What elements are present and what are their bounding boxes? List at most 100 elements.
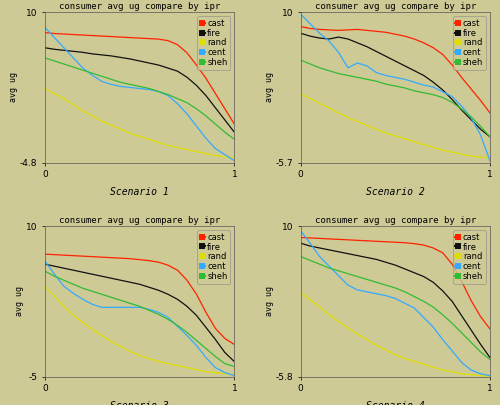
cent	[420, 315, 426, 320]
sheh	[136, 84, 142, 89]
sheh	[174, 323, 180, 328]
rand	[99, 333, 105, 338]
rand	[449, 369, 455, 374]
rand	[402, 136, 408, 141]
cast	[468, 298, 474, 303]
rand	[458, 371, 464, 376]
sheh	[212, 354, 218, 359]
fire	[194, 313, 200, 318]
sheh	[222, 130, 228, 135]
rand	[402, 356, 408, 361]
Title: consumer avg ug compare by ipr: consumer avg ug compare by ipr	[59, 216, 220, 225]
cent	[383, 293, 389, 298]
rand	[156, 140, 162, 145]
cent	[146, 307, 152, 312]
rand	[90, 113, 96, 118]
cast	[108, 34, 114, 39]
cent	[184, 333, 190, 338]
rand	[136, 134, 142, 139]
sheh	[345, 73, 351, 78]
fire	[136, 282, 142, 287]
rand	[52, 294, 58, 299]
cent	[99, 305, 105, 310]
cast	[412, 241, 418, 246]
cent	[203, 355, 209, 360]
Y-axis label: avg ug: avg ug	[10, 72, 18, 102]
fire	[478, 342, 484, 347]
cast	[194, 292, 200, 297]
rand	[440, 368, 446, 373]
sheh	[440, 95, 446, 100]
fire	[440, 87, 446, 92]
sheh	[392, 286, 398, 290]
Line: cent: cent	[300, 231, 490, 376]
fire	[156, 63, 162, 68]
fire	[449, 97, 455, 102]
rand	[449, 150, 455, 155]
Line: cast: cast	[45, 254, 234, 345]
rand	[392, 352, 398, 357]
cent	[136, 86, 142, 91]
fire	[412, 270, 418, 275]
cast	[478, 314, 484, 319]
fire	[42, 262, 48, 266]
sheh	[487, 357, 493, 362]
cent	[108, 82, 114, 87]
fire	[458, 108, 464, 113]
rand	[194, 367, 200, 372]
cent	[156, 89, 162, 94]
cast	[383, 239, 389, 244]
cent	[430, 85, 436, 90]
sheh	[326, 68, 332, 73]
Text: Scenario 3: Scenario 3	[110, 401, 169, 405]
cast	[307, 26, 313, 31]
fire	[184, 75, 190, 80]
sheh	[70, 282, 76, 287]
cast	[146, 258, 152, 263]
fire	[118, 55, 124, 60]
cast	[364, 239, 370, 243]
cent	[61, 45, 67, 50]
fire	[52, 47, 58, 52]
cent	[52, 272, 58, 277]
sheh	[449, 100, 455, 105]
sheh	[420, 90, 426, 95]
cent	[336, 50, 342, 55]
Legend: cast, fire, rand, cent, sheh: cast, fire, rand, cent, sheh	[453, 230, 486, 284]
Line: cast: cast	[300, 27, 490, 113]
cast	[184, 51, 190, 55]
fire	[203, 93, 209, 98]
cast	[165, 38, 171, 43]
cent	[402, 301, 408, 306]
cent	[478, 371, 484, 376]
cent	[487, 158, 493, 163]
rand	[212, 370, 218, 375]
sheh	[194, 107, 200, 111]
fire	[336, 249, 342, 254]
sheh	[374, 79, 380, 84]
sheh	[458, 330, 464, 335]
cent	[326, 264, 332, 269]
cast	[478, 98, 484, 103]
rand	[307, 96, 313, 101]
sheh	[478, 350, 484, 354]
sheh	[316, 262, 322, 266]
cast	[402, 240, 408, 245]
cast	[90, 33, 96, 38]
fire	[354, 253, 360, 258]
fire	[184, 304, 190, 309]
fire	[430, 280, 436, 285]
fire	[307, 244, 313, 249]
cast	[136, 36, 142, 41]
Y-axis label: avg ug: avg ug	[265, 286, 274, 316]
sheh	[146, 86, 152, 91]
fire	[118, 278, 124, 283]
Text: Scenario 2: Scenario 2	[366, 187, 424, 197]
rand	[61, 96, 67, 101]
rand	[468, 372, 474, 377]
rand	[420, 362, 426, 367]
fire	[345, 251, 351, 256]
rand	[212, 153, 218, 158]
fire	[383, 260, 389, 265]
cent	[458, 360, 464, 365]
